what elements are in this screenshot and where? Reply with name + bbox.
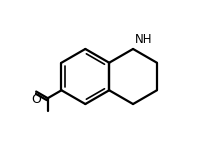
Text: NH: NH (135, 33, 152, 46)
Text: O: O (31, 93, 41, 106)
